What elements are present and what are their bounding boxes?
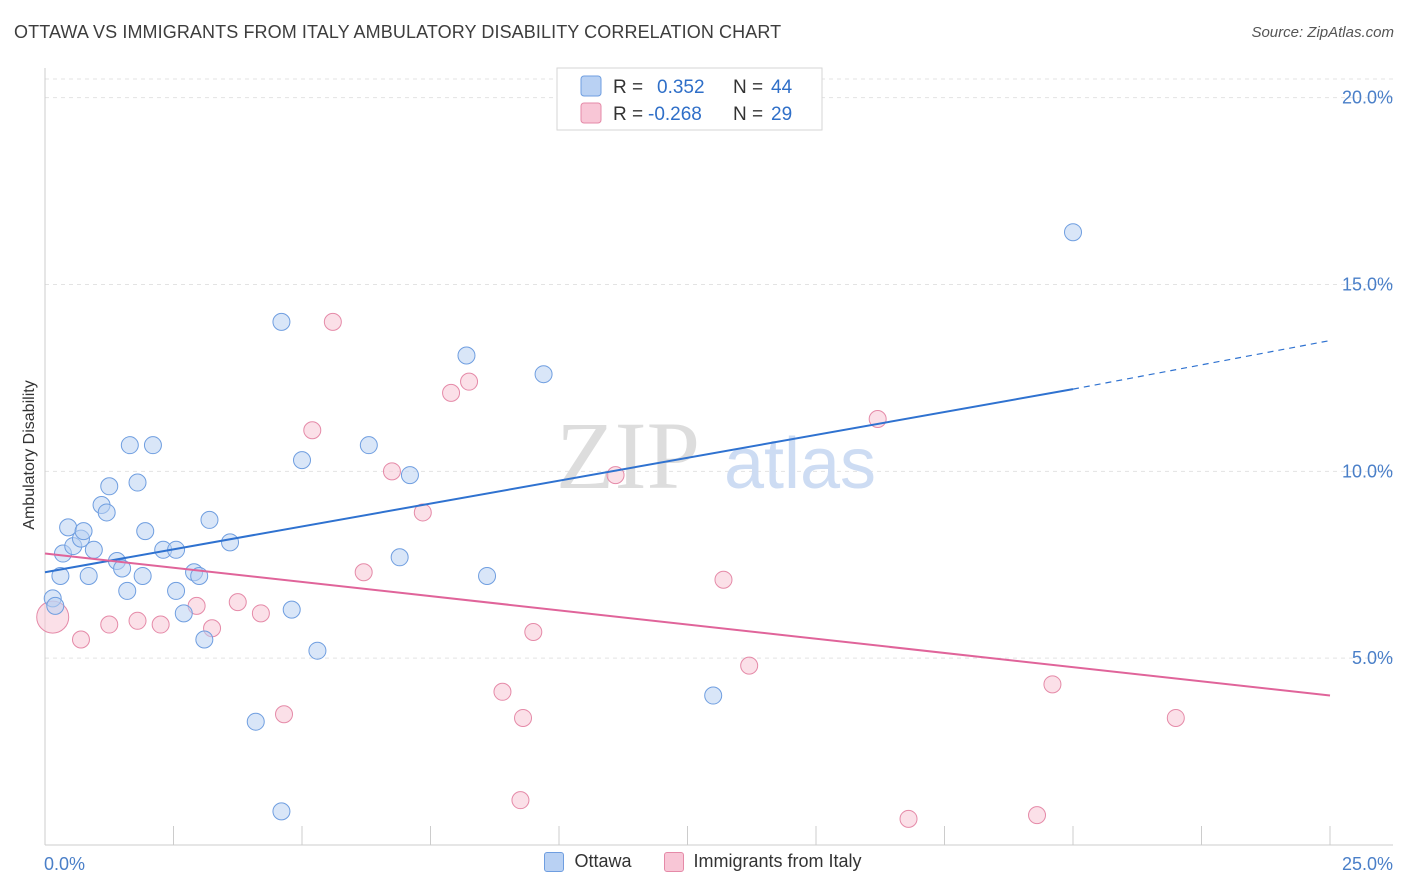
point-ottawa: [46, 596, 65, 615]
trend-line-ottawa: [44, 388, 1074, 574]
bottom-legend-label-italy: Immigrants from Italy: [693, 851, 862, 871]
point-immigrants-from-italy: [323, 312, 342, 331]
chart-title: OTTAWA VS IMMIGRANTS FROM ITALY AMBULATO…: [14, 22, 782, 42]
series-ottawa-points: [43, 223, 1082, 821]
watermark-zip: ZIP: [556, 402, 700, 509]
y-tick-label: 20.0%: [1342, 88, 1393, 108]
point-immigrants-from-italy: [740, 656, 759, 675]
trend-line-ottawa-extension: [1072, 339, 1331, 390]
y-tick-label: 5.0%: [1352, 648, 1393, 668]
point-ottawa: [74, 522, 93, 541]
watermark-atlas: atlas: [724, 424, 876, 504]
point-immigrants-from-italy: [1028, 806, 1047, 825]
point-immigrants-from-italy: [382, 462, 401, 481]
grid-lines: [45, 78, 1393, 659]
series-immigrants-from-italy-points: [36, 312, 1185, 828]
source-credit: Source: ZipAtlas.com: [1251, 24, 1394, 41]
point-ottawa: [195, 630, 214, 649]
point-ottawa: [308, 641, 327, 660]
bottom-legend-item-ottawa: Ottawa: [544, 851, 632, 872]
y-tick-label: 15.0%: [1342, 275, 1393, 295]
point-ottawa: [457, 346, 476, 365]
legend-r-label-ottawa: R =: [613, 77, 643, 98]
point-ottawa: [221, 533, 240, 552]
point-ottawa: [1064, 223, 1082, 242]
legend-n-value-ottawa: 44: [771, 77, 793, 98]
legend-r-value-italy: -0.268: [648, 104, 702, 125]
point-ottawa: [79, 566, 98, 585]
x-tick-label: 25.0%: [1342, 854, 1393, 874]
point-immigrants-from-italy: [151, 615, 170, 634]
point-ottawa: [282, 600, 301, 619]
point-immigrants-from-italy: [1166, 708, 1185, 727]
bottom-legend-swatch-ottawa: [544, 851, 565, 872]
point-immigrants-from-italy: [100, 615, 119, 634]
point-ottawa: [167, 581, 186, 600]
legend-n-label-ottawa: N =: [733, 77, 763, 98]
point-immigrants-from-italy: [228, 593, 247, 612]
point-immigrants-from-italy: [1043, 675, 1062, 694]
y-tick-label: 10.0%: [1342, 461, 1393, 481]
point-immigrants-from-italy: [442, 383, 461, 402]
point-ottawa: [97, 503, 116, 522]
point-ottawa: [359, 436, 378, 455]
point-ottawa: [133, 566, 152, 585]
legend-r-value-ottawa: 0.352: [657, 77, 705, 98]
point-immigrants-from-italy: [275, 705, 294, 724]
point-immigrants-from-italy: [354, 563, 373, 582]
legend-swatch-italy: [580, 102, 602, 124]
trend-line-immigrants-from-italy: [44, 552, 1331, 697]
point-immigrants-from-italy: [714, 570, 733, 589]
point-immigrants-from-italy: [303, 421, 322, 440]
point-ottawa: [272, 802, 291, 821]
legend-r-label-italy: R =: [613, 104, 643, 125]
axes: [44, 68, 1393, 846]
point-ottawa: [136, 522, 155, 541]
point-immigrants-from-italy: [460, 372, 479, 391]
point-ottawa: [84, 540, 103, 559]
point-ottawa: [272, 312, 291, 331]
point-immigrants-from-italy: [493, 682, 512, 701]
tick-labels: 5.0% 10.0% 15.0% 20.0% 0.0% 25.0%: [44, 88, 1393, 874]
point-immigrants-from-italy: [514, 708, 533, 727]
point-ottawa: [200, 510, 219, 529]
bottom-legend-item-italy: Immigrants from Italy: [663, 851, 862, 872]
point-ottawa: [100, 477, 119, 496]
point-ottawa: [113, 559, 132, 578]
point-immigrants-from-italy: [524, 623, 543, 642]
bottom-legend: Ottawa Immigrants from Italy: [0, 851, 1406, 872]
point-ottawa: [293, 451, 311, 470]
point-ottawa: [143, 436, 162, 455]
bottom-legend-label-ottawa: Ottawa: [574, 851, 632, 871]
point-immigrants-from-italy: [71, 630, 90, 649]
point-immigrants-from-italy: [128, 611, 147, 630]
y-axis-label: Ambulatory Disability: [21, 380, 38, 529]
bottom-legend-swatch-italy: [663, 851, 684, 872]
point-ottawa: [534, 365, 553, 384]
legend-n-label-italy: N =: [733, 104, 763, 125]
x-tick-label: 0.0%: [44, 854, 85, 874]
point-ottawa: [174, 604, 193, 623]
point-ottawa: [246, 712, 265, 731]
trend-lines: [44, 339, 1331, 697]
legend-n-value-italy: 29: [771, 104, 792, 125]
legend-swatch-ottawa: [580, 75, 602, 97]
point-ottawa: [390, 548, 409, 567]
point-immigrants-from-italy: [899, 809, 918, 828]
top-legend: R = 0.352 N = 44 R = -0.268 N = 29: [556, 67, 823, 131]
point-immigrants-from-italy: [511, 791, 530, 810]
point-ottawa: [400, 466, 419, 485]
point-immigrants-from-italy: [251, 604, 270, 623]
point-ottawa: [478, 566, 497, 585]
point-ottawa: [120, 436, 139, 455]
point-ottawa: [128, 473, 147, 492]
point-ottawa: [118, 581, 137, 600]
point-ottawa: [51, 566, 70, 585]
point-ottawa: [704, 686, 723, 705]
